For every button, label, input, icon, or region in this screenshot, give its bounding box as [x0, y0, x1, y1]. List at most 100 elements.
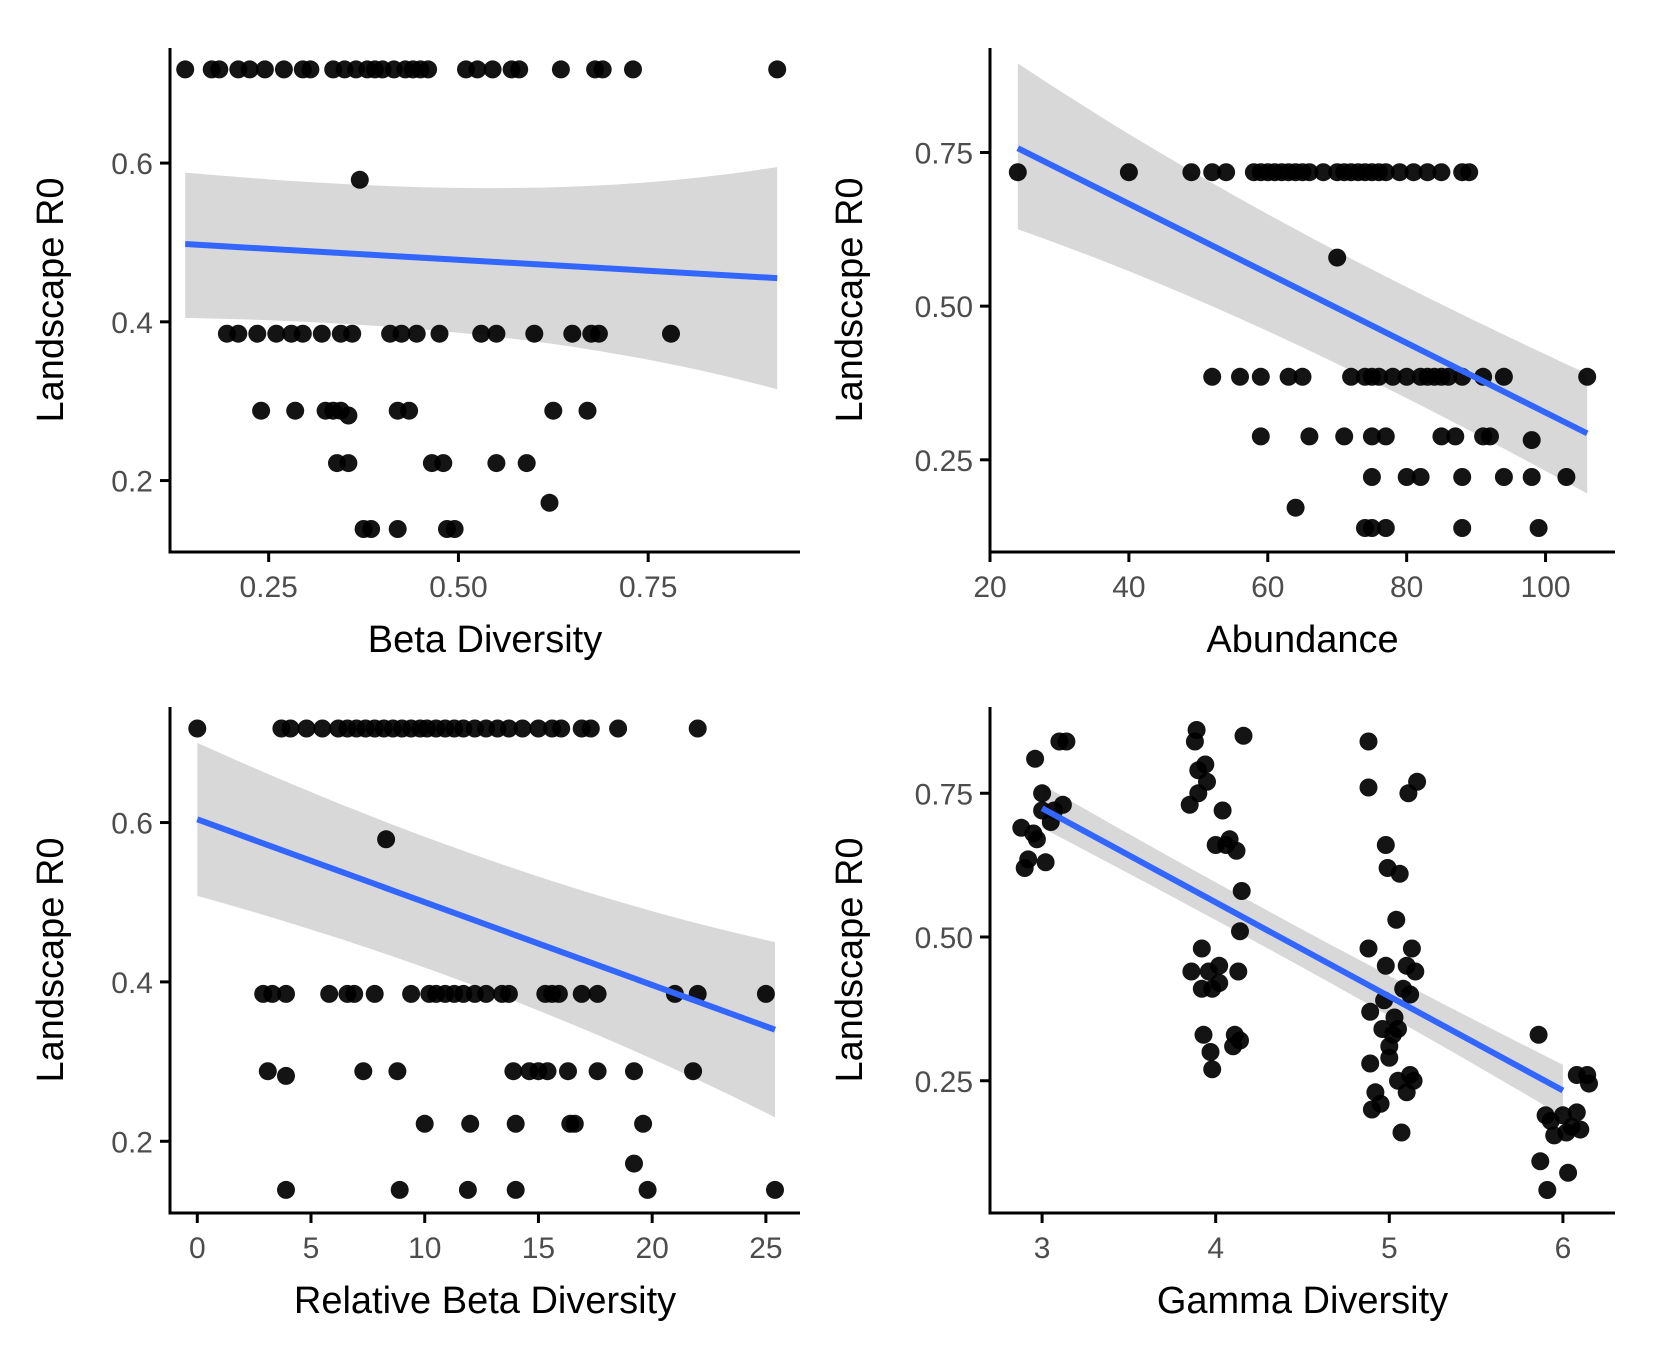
data-point: [1203, 1060, 1222, 1079]
data-point: [1057, 732, 1076, 751]
data-point: [1408, 772, 1427, 791]
y-tick-label: 0.6: [111, 808, 153, 841]
data-point: [1033, 784, 1052, 803]
data-point: [377, 830, 396, 849]
y-tick-label: 0.25: [915, 1066, 973, 1099]
y-tick-label: 0.75: [915, 778, 973, 811]
x-tick-label: 0.50: [429, 571, 487, 604]
data-point: [301, 60, 320, 79]
data-point: [281, 719, 300, 738]
y-axis-title: Landscape R0: [829, 837, 871, 1082]
y-tick-label: 0.50: [915, 922, 973, 955]
fit-line: [1040, 805, 1565, 1094]
data-point: [1446, 427, 1465, 446]
axis-lines: [168, 48, 800, 554]
data-point: [1300, 427, 1319, 446]
data-point: [513, 719, 532, 738]
data-point: [252, 401, 271, 420]
data-point: [1387, 910, 1406, 929]
data-point: [544, 401, 563, 420]
data-point: [297, 719, 316, 738]
data-point: [581, 719, 600, 738]
y-tick-label: 0.2: [111, 466, 153, 499]
data-point: [1119, 163, 1138, 182]
data-point: [1376, 956, 1395, 975]
data-point: [1192, 939, 1211, 958]
data-point: [565, 1114, 584, 1133]
data-point: [1359, 778, 1378, 797]
data-point: [1196, 755, 1215, 774]
data-point: [1361, 1054, 1380, 1073]
data-point: [1026, 749, 1045, 768]
data-point: [1203, 367, 1222, 386]
data-point: [1578, 367, 1597, 386]
data-point: [1557, 468, 1576, 486]
data-point: [1217, 163, 1236, 182]
data-point: [624, 60, 642, 79]
data-point: [1389, 1020, 1407, 1038]
data-point: [766, 1180, 784, 1199]
data-point: [525, 324, 544, 343]
panel-relative-beta-diversity: 0 5 10 15 20 25 0.2 0.4 0.6 Relative Beta Diversi…: [30, 707, 800, 1322]
x-tick-label: 20: [973, 571, 1006, 604]
data-point: [1342, 367, 1361, 386]
data-point: [1194, 1025, 1213, 1044]
x-tick-label: 0.75: [619, 571, 677, 604]
data-point: [313, 719, 332, 738]
y-axis-title: Landscape R0: [829, 177, 871, 422]
data-point: [400, 401, 419, 420]
data-point: [354, 1062, 373, 1081]
data-point: [1362, 519, 1381, 537]
data-point: [267, 324, 286, 343]
data-point: [248, 324, 267, 343]
data-point: [293, 324, 312, 343]
panel-abundance: 20 40 60 80 100 0.25 0.50 0.75 Abundance Landscap…: [829, 48, 1615, 661]
data-point: [1529, 1025, 1548, 1044]
data-point: [176, 60, 195, 79]
data-point: [388, 520, 407, 538]
data-point: [240, 60, 259, 79]
data-point: [1251, 367, 1270, 386]
fit-line: [1016, 145, 1589, 437]
data-point: [390, 1180, 409, 1199]
data-point: [588, 984, 607, 1003]
data-point: [588, 1062, 607, 1081]
data-point: [229, 324, 248, 343]
data-point: [1411, 468, 1430, 486]
data-point: [1036, 853, 1055, 872]
data-point: [1182, 962, 1201, 981]
x-tick-label: 80: [1390, 571, 1423, 604]
data-point: [549, 984, 568, 1003]
data-point: [472, 324, 491, 343]
data-point: [1231, 367, 1249, 386]
data-point: [625, 1062, 643, 1081]
data-point: [1328, 248, 1347, 267]
data-point: [461, 1114, 480, 1133]
data-point: [662, 324, 680, 343]
data-point: [1027, 830, 1046, 849]
y-axis-title: Landscape R0: [30, 837, 72, 1082]
data-point: [1531, 1152, 1550, 1171]
data-point: [1279, 367, 1298, 386]
data-point: [255, 60, 274, 79]
data-point: [1053, 795, 1072, 814]
y-tick-label: 0.50: [915, 291, 973, 324]
data-point: [407, 324, 426, 343]
data-point: [551, 60, 570, 79]
x-tick-label: 0.25: [239, 571, 297, 604]
data-point: [1187, 721, 1206, 739]
data-point: [572, 984, 591, 1003]
panel-gamma-diversity: 3 4 5 6 0.25 0.50 0.75 Gamma Diversity Landscape…: [829, 707, 1615, 1322]
data-point: [1529, 519, 1548, 537]
y-tick-label: 0.4: [111, 967, 153, 1000]
data-point: [1251, 427, 1270, 446]
x-tick-label: 5: [303, 1232, 320, 1265]
data-point: [1198, 772, 1216, 791]
data-point: [458, 1180, 477, 1199]
y-tick-label: 0.4: [111, 307, 153, 340]
data-point: [1397, 468, 1416, 486]
x-tick-label: 4: [1207, 1232, 1224, 1265]
data-point: [277, 1180, 295, 1199]
data-point: [445, 520, 464, 538]
